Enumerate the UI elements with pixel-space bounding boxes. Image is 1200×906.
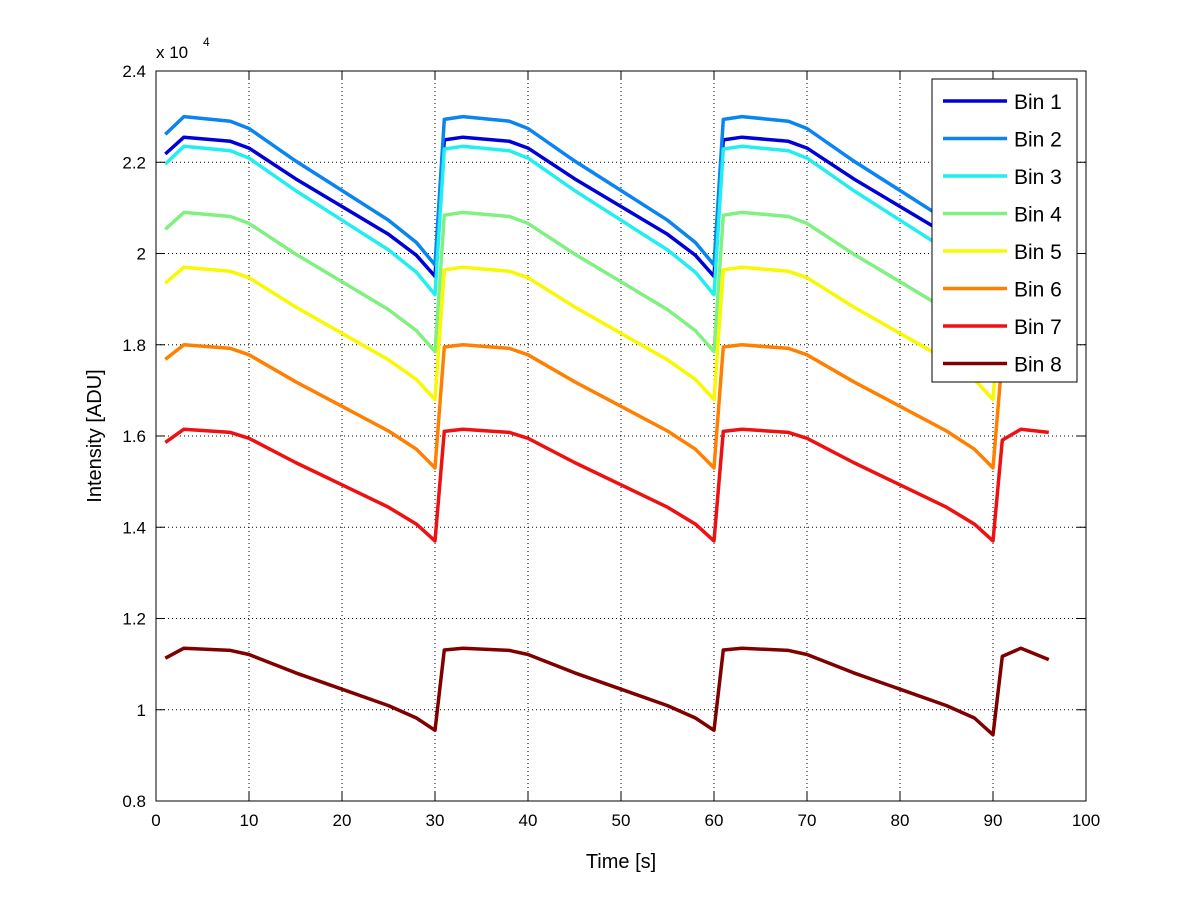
x-tick-label: 40: [519, 811, 538, 830]
x-tick-label: 90: [984, 811, 1003, 830]
grid: [156, 71, 1086, 801]
y-exponent: 4: [203, 35, 210, 49]
series-line-bin-6: [164, 343, 1050, 470]
y-exponent-label: x 10: [156, 43, 188, 62]
legend-box: [931, 78, 1078, 383]
legend: Bin 1 Bin 2 Bin 3 Bin 4 Bin 5 Bin 6 Bin 7 Bin 8: [931, 78, 1078, 383]
ticks: 0 10 20 30 40 50 60 70 80 90 100 0.8 1 1.2 1.4 1.6 1.8 2 2…: [122, 62, 1100, 830]
y-tick-label: 2: [137, 245, 146, 264]
legend-label-bin-4: Bin 4: [1014, 204, 1062, 227]
y-tick-label: 1.6: [122, 427, 146, 446]
x-tick-label: 10: [240, 811, 259, 830]
x-tick-label: 100: [1072, 811, 1100, 830]
x-tick-label: 60: [705, 811, 724, 830]
x-axis-label: Time [s]: [586, 851, 656, 873]
x-tick-label: 20: [333, 811, 352, 830]
legend-label-bin-8: Bin 8: [1014, 354, 1062, 377]
y-tick-label: 1.4: [122, 518, 146, 537]
x-tick-label: 70: [798, 811, 817, 830]
x-tick-label: 30: [426, 811, 445, 830]
y-tick-label: 2.2: [122, 153, 146, 172]
legend-label-bin-6: Bin 6: [1014, 279, 1062, 302]
y-tick-label: 1: [137, 701, 146, 720]
x-tick-label: 80: [891, 811, 910, 830]
series-line-bin-8: [164, 646, 1050, 737]
y-axis-label: Intensity [ADU]: [84, 369, 106, 502]
legend-label-bin-3: Bin 3: [1014, 166, 1062, 189]
y-tick-label: 1.2: [122, 610, 146, 629]
y-tick-label: 2.4: [122, 62, 146, 81]
x-tick-label: 50: [612, 811, 631, 830]
legend-label-bin-2: Bin 2: [1014, 129, 1062, 152]
x-tick-label: 0: [151, 811, 160, 830]
legend-label-bin-1: Bin 1: [1014, 91, 1062, 114]
series-line-bin-7: [164, 427, 1049, 543]
legend-label-bin-7: Bin 7: [1014, 316, 1062, 339]
y-tick-label: 1.8: [122, 336, 146, 355]
y-tick-label: 0.8: [122, 792, 146, 811]
legend-label-bin-5: Bin 5: [1014, 241, 1062, 264]
